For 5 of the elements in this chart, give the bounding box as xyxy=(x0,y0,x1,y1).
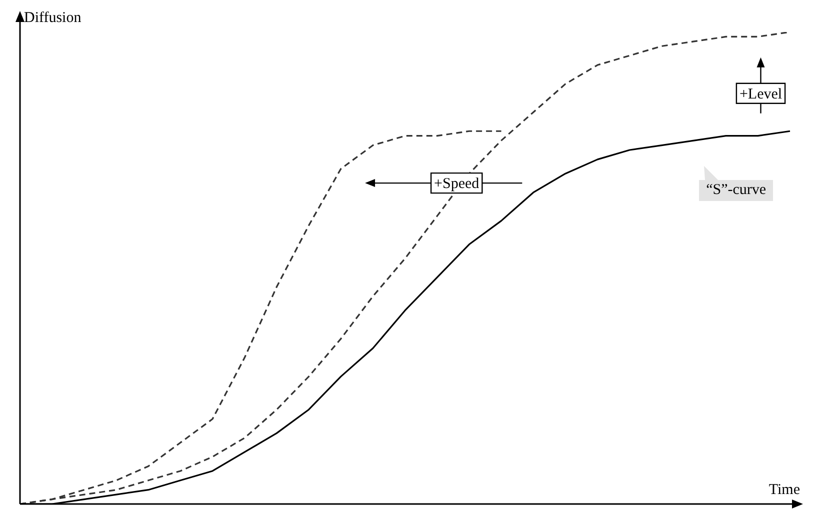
annotation: +Level xyxy=(739,86,782,102)
annotation: “S”-curve xyxy=(699,180,774,202)
y-axis-title: Diffusion xyxy=(24,10,82,26)
x-axis-title: Time xyxy=(768,482,800,498)
annotation: +Speed xyxy=(434,176,480,192)
